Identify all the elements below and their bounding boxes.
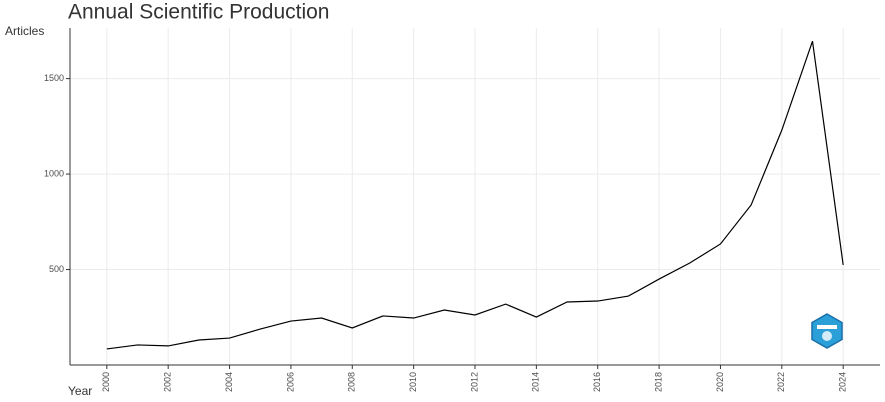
x-tick-label: 2010 — [408, 372, 418, 392]
y-tick-label: 500 — [49, 264, 64, 274]
data-line — [106, 40, 844, 350]
x-tick-label: 2024 — [838, 372, 848, 392]
x-tick-label: 2002 — [163, 372, 173, 392]
y-axis-label: Articles — [5, 24, 44, 38]
x-tick-label: 2000 — [101, 372, 111, 392]
x-tick-label: 2016 — [592, 372, 602, 392]
chart-title: Annual Scientific Production — [68, 1, 330, 24]
x-tick-label: 2014 — [531, 372, 541, 392]
logo — [811, 313, 843, 349]
x-tick-label: 2006 — [285, 372, 295, 392]
x-tick-label: 2012 — [469, 372, 479, 392]
x-tick-label: 2008 — [347, 372, 357, 392]
x-tick-label: 2022 — [776, 372, 786, 392]
x-tick-label: 2018 — [653, 372, 663, 392]
x-axis-label: Year — [68, 384, 92, 398]
x-tick-label: 2020 — [715, 372, 725, 392]
y-tick-label: 1000 — [44, 168, 64, 178]
x-tick-label: 2004 — [224, 372, 234, 392]
y-tick-label: 1500 — [44, 73, 64, 83]
